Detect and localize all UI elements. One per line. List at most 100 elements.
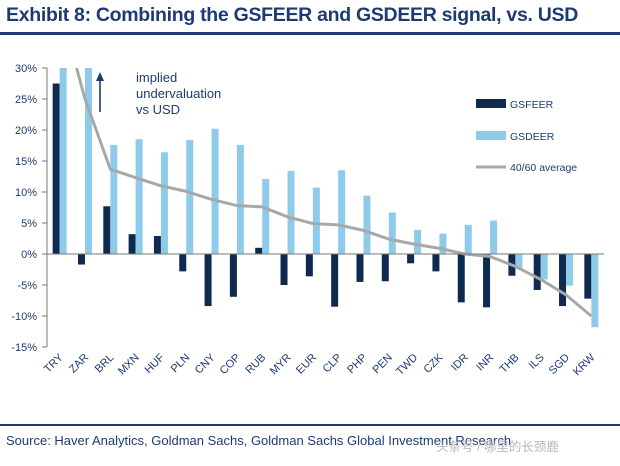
- x-tick-label-pln: PLN: [169, 352, 193, 376]
- gsfeer-bar-brl: [103, 206, 111, 254]
- gsdeer-bar-zar: [84, 68, 92, 254]
- y-tick-label: -5%: [17, 280, 37, 292]
- y-tick-label: -15%: [11, 342, 37, 354]
- gsdeer-bar-twd: [414, 229, 422, 254]
- gsdeer-bar-brl: [110, 144, 118, 254]
- y-tick-label: 0%: [21, 249, 37, 261]
- y-tick-label: 10%: [15, 187, 37, 199]
- x-tick-label-czk: CZK: [422, 351, 447, 376]
- x-tick-label-mxn: MXN: [116, 352, 142, 378]
- gsfeer-bar-sgd: [559, 254, 567, 307]
- gsdeer-bar-cny: [211, 128, 219, 254]
- gsfeer-bar-myr: [280, 254, 288, 285]
- x-tick-label-try: TRY: [42, 351, 66, 375]
- gsdeer-bar-idr: [464, 224, 472, 254]
- gsfeer-bar-pen: [381, 254, 389, 282]
- x-tick-label-sgd: SGD: [547, 352, 572, 377]
- annotation-text: implied undervaluation vs USD: [136, 70, 221, 117]
- gsfeer-bar-try: [52, 83, 60, 254]
- x-tick-label-ils: ILS: [527, 352, 547, 372]
- gsdeer-bar-huf: [160, 152, 168, 254]
- gsfeer-bar-php: [356, 254, 364, 282]
- x-tick-label-huf: HUF: [143, 351, 168, 376]
- legend-swatch: [476, 131, 506, 140]
- chart-title: Exhibit 8: Combining the GSFEER and GSDE…: [6, 4, 579, 26]
- gsfeer-bar-krw: [584, 254, 592, 299]
- x-tick-label-krw: KRW: [571, 351, 598, 378]
- x-tick-label-eur: EUR: [294, 352, 319, 377]
- gsdeer-bar-eur: [312, 187, 320, 254]
- gsdeer-bar-myr: [287, 170, 295, 254]
- legend-item-gsdeer: GSDEER: [476, 131, 555, 143]
- y-tick-label: 30%: [15, 63, 37, 75]
- y-axis: 30% 25% 20% 15% 10% 5% 0% -5% -10% -15%: [11, 63, 48, 354]
- legend: GSFEER GSDEER 40/60 average: [476, 99, 577, 174]
- gsdeer-bar-sgd: [566, 254, 574, 286]
- gsdeer-bar-try: [59, 68, 67, 254]
- gsfeer-bar-mxn: [128, 234, 136, 254]
- gsfeer-bar-clp: [331, 254, 339, 307]
- chart: 30% 25% 20% 15% 10% 5% 0% -5% -10% -15% TRY ZAR BRL…: [11, 63, 604, 378]
- x-tick-label-thb: THB: [497, 352, 521, 376]
- x-tick-label-inr: INR: [474, 352, 496, 374]
- gsdeer-bar-thb: [515, 254, 523, 269]
- y-tick-label: 25%: [15, 94, 37, 106]
- legend-item-gsfeer: GSFEER: [476, 99, 554, 111]
- legend-swatch: [476, 99, 506, 108]
- gsfeer-bar-cop: [229, 254, 237, 297]
- average-line-group: [75, 68, 593, 318]
- source-divider: [0, 424, 620, 426]
- gsfeer-bar-ils: [533, 254, 541, 290]
- bars: [52, 68, 599, 328]
- x-tick-label-brl: BRL: [93, 352, 117, 376]
- gsdeer-bar-pen: [388, 212, 396, 254]
- y-tick-label: 5%: [21, 218, 37, 230]
- x-tick-label-rub: RUB: [243, 352, 268, 377]
- legend-label: GSDEER: [510, 131, 555, 143]
- gsdeer-bar-pln: [186, 139, 194, 254]
- gsfeer-bar-rub: [255, 247, 263, 254]
- gsdeer-bar-czk: [439, 233, 447, 254]
- gsfeer-bar-eur: [305, 254, 313, 277]
- gsdeer-bar-ils: [540, 254, 548, 280]
- x-tick-label-idr: IDR: [449, 352, 471, 374]
- gsfeer-bar-zar: [77, 254, 85, 265]
- annotation-arrowhead: [96, 72, 104, 81]
- gsfeer-bar-twd: [407, 254, 415, 264]
- source-note: Source: Haver Analytics, Goldman Sachs, …: [6, 433, 512, 448]
- legend-label: 40/60 average: [510, 162, 577, 174]
- watermark: 头条号 / 哪里的长颈鹿: [436, 440, 559, 454]
- title-divider: [0, 32, 620, 35]
- x-tick-label-cop: COP: [218, 352, 243, 377]
- x-tick-label-zar: ZAR: [67, 352, 91, 376]
- gsfeer-bar-inr: [483, 254, 491, 308]
- gsdeer-bar-mxn: [135, 139, 143, 254]
- gsdeer-bar-inr: [490, 220, 498, 254]
- annotation-line: undervaluation: [136, 86, 221, 101]
- x-tick-label-php: PHP: [345, 352, 369, 376]
- x-tick-label-twd: TWD: [394, 352, 420, 378]
- gsdeer-bar-clp: [338, 170, 346, 254]
- legend-item-40-60-average: 40/60 average: [476, 162, 577, 174]
- x-axis: TRY ZAR BRL MXN HUF PLN CNY COP RUB MYR EUR CLP PHP P…: [42, 351, 598, 378]
- legend-label: GSFEER: [510, 99, 554, 111]
- gsfeer-bar-czk: [432, 254, 440, 272]
- x-tick-label-myr: MYR: [268, 352, 294, 378]
- gsfeer-bar-pln: [179, 254, 187, 272]
- gsdeer-bar-krw: [591, 254, 599, 328]
- average-line: [75, 68, 593, 318]
- annotation: implied undervaluation vs USD: [96, 70, 221, 117]
- x-tick-label-pen: PEN: [370, 352, 395, 377]
- gsdeer-bar-php: [363, 195, 371, 254]
- gsfeer-bar-cny: [204, 254, 212, 307]
- y-tick-label: 15%: [15, 156, 37, 168]
- y-tick-label: -10%: [11, 311, 37, 323]
- annotation-line: implied: [136, 70, 177, 85]
- gsfeer-bar-idr: [457, 254, 465, 303]
- y-tick-label: 20%: [15, 125, 37, 137]
- x-tick-label-clp: CLP: [321, 352, 345, 376]
- gsfeer-bar-huf: [153, 236, 161, 254]
- x-tick-label-cny: CNY: [193, 351, 218, 376]
- gsdeer-bar-cop: [236, 144, 244, 254]
- annotation-line: vs USD: [136, 102, 180, 117]
